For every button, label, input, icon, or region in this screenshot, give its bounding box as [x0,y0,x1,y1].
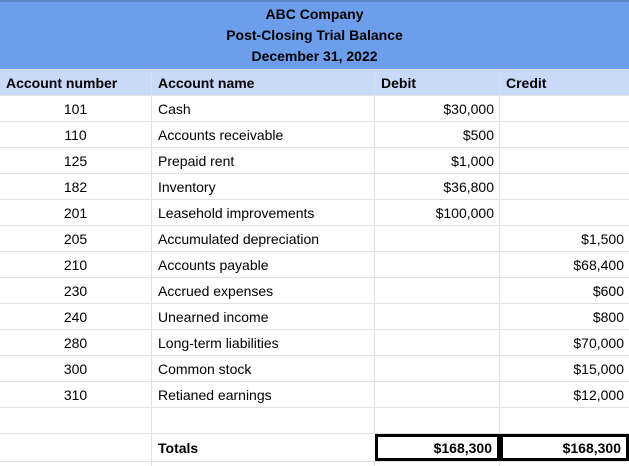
account-name-cell[interactable]: Accumulated depreciation [152,226,375,251]
credit-cell[interactable] [500,96,629,121]
account-name-cell[interactable]: Prepaid rent [152,148,375,173]
account-number-cell[interactable]: 300 [0,356,152,381]
account-name-cell[interactable]: Common stock [152,356,375,381]
report-title: Post-Closing Trial Balance [226,27,403,43]
credit-cell[interactable] [500,408,629,433]
credit-cell[interactable] [500,148,629,173]
table-row: 201 Leasehold improvements $100,000 [0,200,629,226]
account-number-cell[interactable]: 110 [0,122,152,147]
credit-cell[interactable] [500,200,629,225]
totals-row: Totals $168,300 $168,300 [0,434,629,462]
account-name-cell[interactable]: Long-term liabilities [152,330,375,355]
account-name-cell[interactable]: Accrued expenses [152,278,375,303]
debit-cell[interactable]: $30,000 [375,96,500,121]
account-number-cell[interactable]: 125 [0,148,152,173]
account-number-cell[interactable]: 101 [0,96,152,121]
account-number-cell[interactable]: 310 [0,382,152,407]
table-row: 240 Unearned income $800 [0,304,629,330]
table-body: 101 Cash $30,000 110 Accounts receivable $500… [0,96,629,434]
debit-cell[interactable] [375,330,500,355]
account-name-cell[interactable]: Leasehold improvements [152,200,375,225]
credit-cell[interactable]: $15,000 [573,360,624,377]
table-row: 205 Accumulated depreciation $1,500 [0,226,629,252]
debit-cell[interactable] [375,382,500,407]
table-row: 101 Cash $30,000 [0,96,629,122]
account-name-cell[interactable]: Unearned income [152,304,375,329]
table-row: 110 Accounts receivable $500 [0,122,629,148]
credit-cell[interactable]: $600 [592,282,624,299]
account-number-cell[interactable]: 210 [0,252,152,277]
report-date: December 31, 2022 [251,48,378,64]
totals-label[interactable]: Totals [158,439,199,456]
column-header-credit[interactable]: Credit [506,74,547,91]
column-header-account-number[interactable]: Account number [0,70,152,95]
company-name: ABC Company [265,6,364,22]
credit-cell[interactable] [500,174,629,199]
account-number-cell[interactable]: 280 [0,330,152,355]
debit-cell[interactable] [375,252,500,277]
debit-cell[interactable] [375,304,500,329]
account-name-cell[interactable]: Accounts receivable [152,122,375,147]
debit-cell[interactable]: $1,000 [375,148,500,173]
table-row: 210 Accounts payable $68,400 [0,252,629,278]
debit-cell[interactable]: $100,000 [375,200,500,225]
credit-cell[interactable]: $68,400 [573,256,624,273]
table-row: 230 Accrued expenses $600 [0,278,629,304]
empty-cell[interactable] [0,462,152,466]
table-row: 300 Common stock $15,000 [0,356,629,382]
totals-credit-cell[interactable]: $168,300 [500,434,629,461]
credit-cell[interactable]: $12,000 [573,386,624,403]
account-number-cell[interactable] [0,408,152,433]
credit-cell[interactable]: $70,000 [573,334,624,351]
title-banner-cell[interactable]: ABC Company Post-Closing Trial Balance D… [0,0,629,70]
table-row: 182 Inventory $36,800 [0,174,629,200]
credit-cell[interactable] [500,122,629,147]
debit-cell[interactable] [375,226,500,251]
table-row: 280 Long-term liabilities $70,000 [0,330,629,356]
debit-cell[interactable]: $500 [375,122,500,147]
debit-cell[interactable]: $36,800 [375,174,500,199]
totals-debit-cell[interactable]: $168,300 [375,434,500,461]
empty-cell[interactable] [152,462,375,466]
account-number-cell[interactable]: 240 [0,304,152,329]
empty-cell[interactable] [500,462,629,466]
account-number-cell[interactable]: 201 [0,200,152,225]
account-number-cell[interactable]: 205 [0,226,152,251]
table-row: 125 Prepaid rent $1,000 [0,148,629,174]
account-number-cell[interactable]: 230 [0,278,152,303]
totals-spacer-cell[interactable] [0,434,152,461]
credit-cell[interactable]: $1,500 [581,230,624,247]
column-header-row: Account number Account name Debit Credit [0,70,629,96]
debit-cell[interactable] [375,408,500,433]
account-name-cell[interactable]: Accounts payable [152,252,375,277]
column-header-debit[interactable]: Debit [375,70,500,95]
account-name-cell[interactable]: Cash [152,96,375,121]
table-row [0,408,629,434]
column-header-account-name[interactable]: Account name [152,70,375,95]
debit-cell[interactable] [375,356,500,381]
account-name-cell[interactable] [152,408,375,433]
debit-cell[interactable] [375,278,500,303]
empty-cell[interactable] [375,462,500,466]
account-name-cell[interactable]: Inventory [152,174,375,199]
partial-empty-row [0,462,629,466]
account-number-cell[interactable]: 182 [0,174,152,199]
table-row: 310 Retianed earnings $12,000 [0,382,629,408]
account-name-cell[interactable]: Retianed earnings [152,382,375,407]
credit-cell[interactable]: $800 [592,308,624,325]
